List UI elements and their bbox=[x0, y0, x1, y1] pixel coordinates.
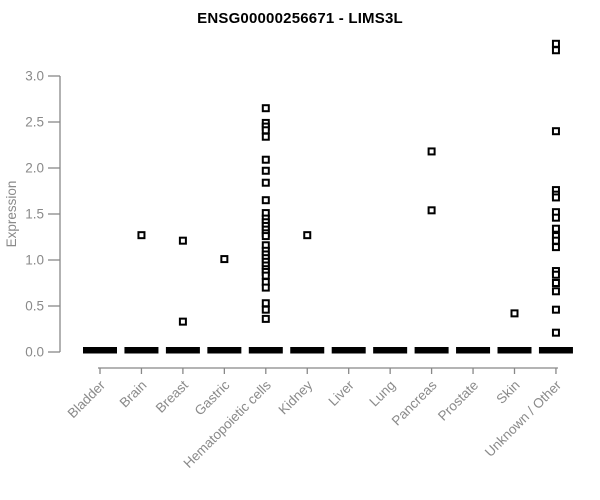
data-point bbox=[551, 46, 560, 55]
data-point bbox=[551, 287, 560, 296]
zero-expression-bar bbox=[290, 347, 325, 354]
data-point bbox=[427, 206, 436, 215]
x-tick-label: Bladder bbox=[65, 377, 109, 421]
data-point bbox=[261, 126, 270, 135]
data-point bbox=[261, 104, 270, 113]
data-point bbox=[261, 232, 270, 241]
zero-expression-bar bbox=[497, 347, 532, 354]
data-point bbox=[261, 132, 270, 141]
y-tick-label: 2.5 bbox=[25, 115, 44, 130]
zero-expression-bar bbox=[124, 347, 159, 354]
chart-title: ENSG00000256671 - LIMS3L bbox=[197, 10, 403, 27]
data-point bbox=[261, 166, 270, 175]
y-tick-label: 2.0 bbox=[25, 161, 44, 176]
zero-expression-bar bbox=[331, 347, 366, 354]
x-tick-label: Pancreas bbox=[389, 377, 440, 428]
data-point bbox=[551, 279, 560, 287]
data-point bbox=[261, 283, 270, 292]
x-tick-label: Brain bbox=[117, 378, 150, 411]
x-tick-label: Breast bbox=[153, 377, 191, 415]
y-axis: 0.0 0.5 1.0 1.5 2.0 2.5 3.0 Expression bbox=[4, 69, 61, 360]
data-point bbox=[551, 224, 560, 233]
data-point bbox=[551, 243, 560, 252]
data-point bbox=[551, 270, 560, 279]
data-point bbox=[261, 305, 270, 314]
data-point bbox=[510, 309, 519, 318]
zero-expression-bar bbox=[373, 347, 408, 354]
y-axis-title: Expression bbox=[4, 181, 19, 248]
data-point bbox=[551, 328, 560, 337]
data-point bbox=[261, 314, 270, 323]
zero-expression-bar bbox=[165, 347, 200, 354]
x-tick-label: Skin bbox=[493, 378, 522, 407]
zero-expression-bar bbox=[83, 347, 117, 354]
data-point bbox=[261, 299, 270, 308]
x-tick-label: Lung bbox=[366, 378, 398, 410]
data-point bbox=[178, 236, 187, 245]
data-point bbox=[551, 305, 560, 314]
data-point bbox=[551, 127, 560, 136]
data-point bbox=[137, 231, 146, 240]
data-point bbox=[178, 317, 187, 326]
data-point bbox=[427, 147, 436, 156]
data-point bbox=[551, 213, 560, 222]
data-point bbox=[303, 231, 312, 240]
data-point bbox=[551, 236, 560, 245]
zero-expression-bar bbox=[414, 347, 449, 354]
zero-expression-bar bbox=[538, 347, 573, 354]
zero-expression-bar bbox=[456, 347, 491, 354]
y-tick-label: 3.0 bbox=[25, 69, 44, 84]
zero-expression-bar bbox=[248, 347, 283, 354]
data-point bbox=[261, 271, 270, 280]
data-point bbox=[261, 196, 270, 205]
y-tick-label: 1.0 bbox=[25, 253, 44, 268]
x-tick-label: Gastric bbox=[192, 377, 233, 418]
zero-expression-bar bbox=[207, 347, 242, 354]
data-point bbox=[220, 255, 229, 264]
y-tick-label: 1.5 bbox=[25, 207, 44, 222]
x-tick-label: Kidney bbox=[276, 377, 316, 417]
data-point bbox=[261, 155, 270, 164]
y-tick-label: 0.5 bbox=[25, 299, 44, 314]
y-tick-label: 0.0 bbox=[25, 345, 44, 360]
data-point bbox=[261, 178, 270, 187]
x-tick-label: Unknown / Other bbox=[482, 377, 565, 460]
x-tick-label: Prostate bbox=[435, 378, 481, 424]
data-point bbox=[551, 193, 560, 202]
data-points bbox=[83, 39, 573, 354]
data-point bbox=[551, 39, 560, 48]
x-tick-label: Liver bbox=[326, 377, 358, 409]
